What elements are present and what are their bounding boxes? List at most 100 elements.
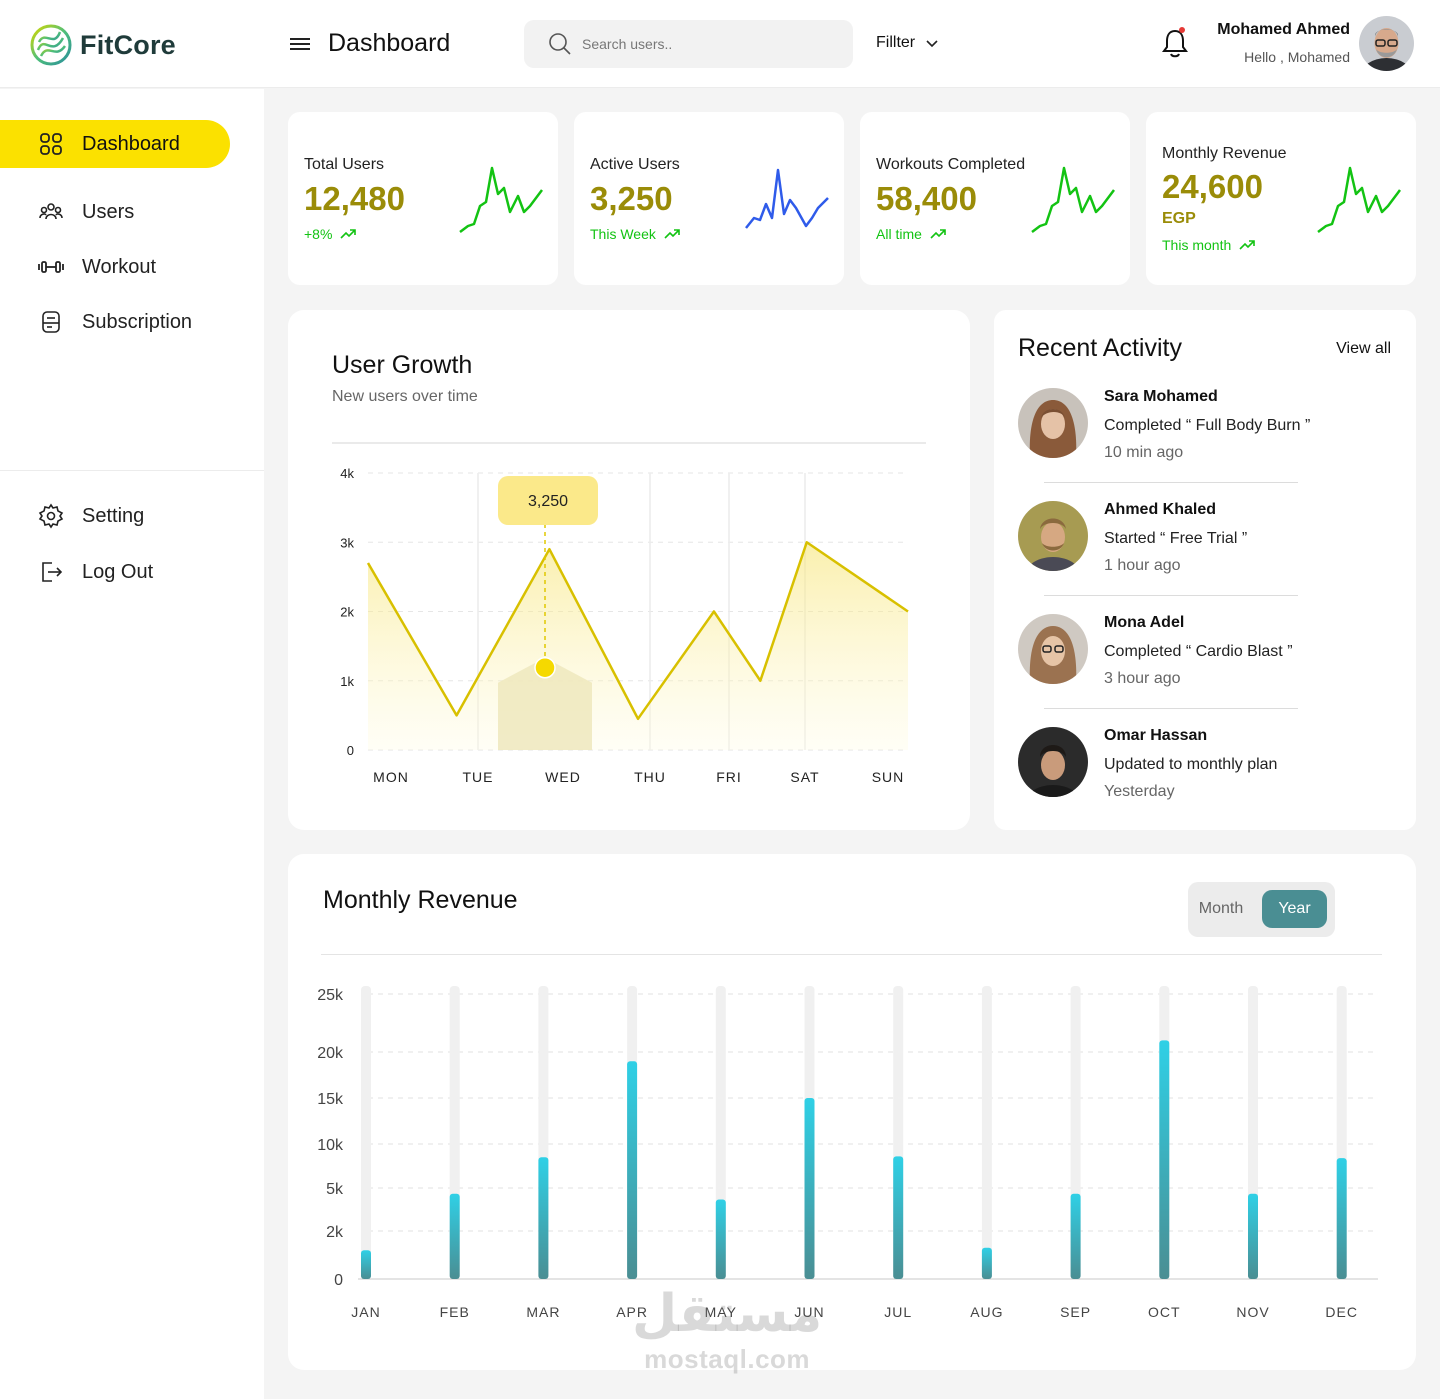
search-box[interactable] bbox=[524, 20, 853, 68]
trend-up-icon bbox=[664, 229, 680, 239]
filter-label: Fillter bbox=[876, 34, 916, 51]
activity-time: 10 min ago bbox=[1104, 444, 1184, 461]
hamburger-menu-icon[interactable] bbox=[288, 34, 312, 54]
x-tick-label: MON bbox=[373, 769, 409, 785]
recent-activity-card: Recent Activity View all Sara Mohamed Co… bbox=[994, 310, 1416, 830]
bar bbox=[981, 1247, 992, 1279]
toggle-year[interactable]: Year bbox=[1262, 890, 1327, 928]
x-tick-label: TUE bbox=[463, 769, 494, 785]
user-avatar[interactable] bbox=[1359, 16, 1414, 71]
trend-up-icon bbox=[340, 229, 357, 239]
sidebar: Dashboard Users Workout Subscription bbox=[0, 89, 264, 1399]
y-tick-label: 15k bbox=[317, 1091, 344, 1108]
x-tick-label: SUN bbox=[872, 769, 905, 785]
x-tick-label: OCT bbox=[1148, 1304, 1181, 1320]
user-name: Mohamed Ahmed bbox=[1217, 21, 1350, 38]
stat-trend: This month bbox=[1162, 237, 1256, 253]
user-greeting: Hello , Mohamed bbox=[1244, 49, 1350, 65]
activity-avatar bbox=[1018, 388, 1088, 458]
brand-logo[interactable]: FitCore bbox=[30, 24, 176, 66]
sparkline-workouts bbox=[1031, 166, 1115, 233]
activity-avatar bbox=[1018, 501, 1088, 571]
page-title: Dashboard bbox=[328, 29, 451, 57]
chevron-down-icon bbox=[926, 40, 938, 48]
activity-divider bbox=[1044, 595, 1298, 596]
stat-card-active-users[interactable]: Active Users 3,250 This Week bbox=[574, 112, 844, 285]
y-tick-label: 2k bbox=[340, 605, 354, 620]
brand-name: FitCore bbox=[80, 29, 176, 60]
y-tick-label: 5k bbox=[326, 1181, 344, 1198]
stat-trend: All time bbox=[876, 226, 946, 242]
bar bbox=[627, 1061, 638, 1279]
x-tick-label: JUN bbox=[794, 1304, 824, 1320]
sidebar-item-users[interactable]: Users bbox=[38, 199, 134, 225]
search-input[interactable] bbox=[582, 36, 822, 52]
sparkline-revenue bbox=[1317, 166, 1401, 233]
user-growth-subtitle: New users over time bbox=[332, 388, 478, 405]
stat-value: 3,250 bbox=[590, 180, 673, 217]
sidebar-item-label: Workout bbox=[82, 255, 157, 278]
x-tick-label: NOV bbox=[1236, 1304, 1269, 1320]
fitcore-logo-icon bbox=[30, 24, 72, 66]
stat-trend-text: This Week bbox=[590, 226, 656, 242]
sidebar-item-workout[interactable]: Workout bbox=[38, 254, 156, 280]
activity-item[interactable]: Ahmed Khaled Started “ Free Trial ” 1 ho… bbox=[1018, 501, 1398, 601]
x-tick-label: FEB bbox=[440, 1304, 470, 1320]
subscription-icon bbox=[38, 309, 64, 335]
activity-item[interactable]: Omar Hassan Updated to monthly plan Yest… bbox=[1018, 727, 1398, 827]
bar bbox=[1248, 1193, 1258, 1279]
top-bar: FitCore Dashboard Fillter Mohamed Ahmed … bbox=[0, 0, 1440, 88]
sparkline-total-users bbox=[459, 166, 543, 233]
stat-card-total-users[interactable]: Total Users 12,480 +8% bbox=[288, 112, 558, 285]
tooltip-label: 3,250 bbox=[528, 493, 568, 510]
bar bbox=[893, 1156, 904, 1279]
activity-item[interactable]: Sara Mohamed Completed “ Full Body Burn … bbox=[1018, 388, 1398, 488]
bar bbox=[715, 1199, 726, 1279]
y-tick-label: 0 bbox=[334, 1272, 343, 1289]
x-tick-label: JUL bbox=[884, 1304, 912, 1320]
activity-user-name: Ahmed Khaled bbox=[1104, 501, 1217, 518]
sidebar-item-label: Users bbox=[82, 200, 135, 223]
x-tick-label: WED bbox=[545, 769, 581, 785]
monthly-revenue-chart: 0 2k 5k 10k 15k 20k 25k JAN FEB MAR APR MAY JUN JUL AU… bbox=[317, 986, 1378, 1320]
y-tick-label: 3k bbox=[340, 535, 354, 550]
sidebar-item-dashboard[interactable]: Dashboard bbox=[0, 120, 230, 168]
y-tick-label: 1k bbox=[340, 674, 354, 689]
gear-icon bbox=[38, 503, 64, 529]
bar bbox=[361, 1250, 371, 1279]
sparkline-active-users bbox=[745, 168, 829, 229]
sidebar-item-label: Log Out bbox=[82, 560, 154, 583]
bar bbox=[1159, 1040, 1170, 1279]
bar-track bbox=[981, 986, 992, 1279]
sidebar-item-setting[interactable]: Setting bbox=[38, 503, 144, 529]
sidebar-item-subscription[interactable]: Subscription bbox=[38, 309, 192, 335]
toggle-month[interactable]: Month bbox=[1198, 900, 1244, 917]
stat-value: 12,480 bbox=[304, 180, 405, 217]
x-tick-label: MAY bbox=[705, 1304, 737, 1320]
activity-user-name: Sara Mohamed bbox=[1104, 388, 1218, 405]
stat-value: 24,600 bbox=[1162, 168, 1263, 205]
notification-bell-icon[interactable] bbox=[1160, 26, 1190, 60]
stat-trend-text: All time bbox=[876, 226, 922, 242]
view-all-link[interactable]: View all bbox=[1336, 340, 1391, 357]
stat-unit: EGP bbox=[1162, 210, 1196, 227]
filter-dropdown[interactable]: Fillter bbox=[876, 34, 939, 52]
highlight-point bbox=[534, 656, 556, 679]
sidebar-item-logout[interactable]: Log Out bbox=[38, 559, 153, 585]
y-tick-label: 0 bbox=[347, 743, 354, 758]
stat-trend: +8% bbox=[304, 226, 357, 242]
notification-dot bbox=[1179, 27, 1185, 33]
users-icon bbox=[38, 199, 64, 225]
user-growth-card: User Growth New users over time 0 1k 2k 3k 4… bbox=[288, 310, 970, 830]
bar bbox=[449, 1193, 460, 1279]
stat-trend-text: +8% bbox=[304, 226, 333, 242]
recent-activity-title: Recent Activity bbox=[1018, 334, 1182, 362]
stat-card-workouts[interactable]: Workouts Completed 58,400 All time bbox=[860, 112, 1130, 285]
activity-item[interactable]: Mona Adel Completed “ Cardio Blast ” 3 h… bbox=[1018, 614, 1398, 714]
stat-card-revenue[interactable]: Monthly Revenue 24,600 EGP This month bbox=[1146, 112, 1416, 285]
x-tick-label: APR bbox=[616, 1304, 648, 1320]
bar-track bbox=[361, 986, 371, 1279]
stat-label: Monthly Revenue bbox=[1162, 145, 1287, 162]
trend-up-icon bbox=[1239, 240, 1256, 250]
x-tick-label: AUG bbox=[970, 1304, 1003, 1320]
